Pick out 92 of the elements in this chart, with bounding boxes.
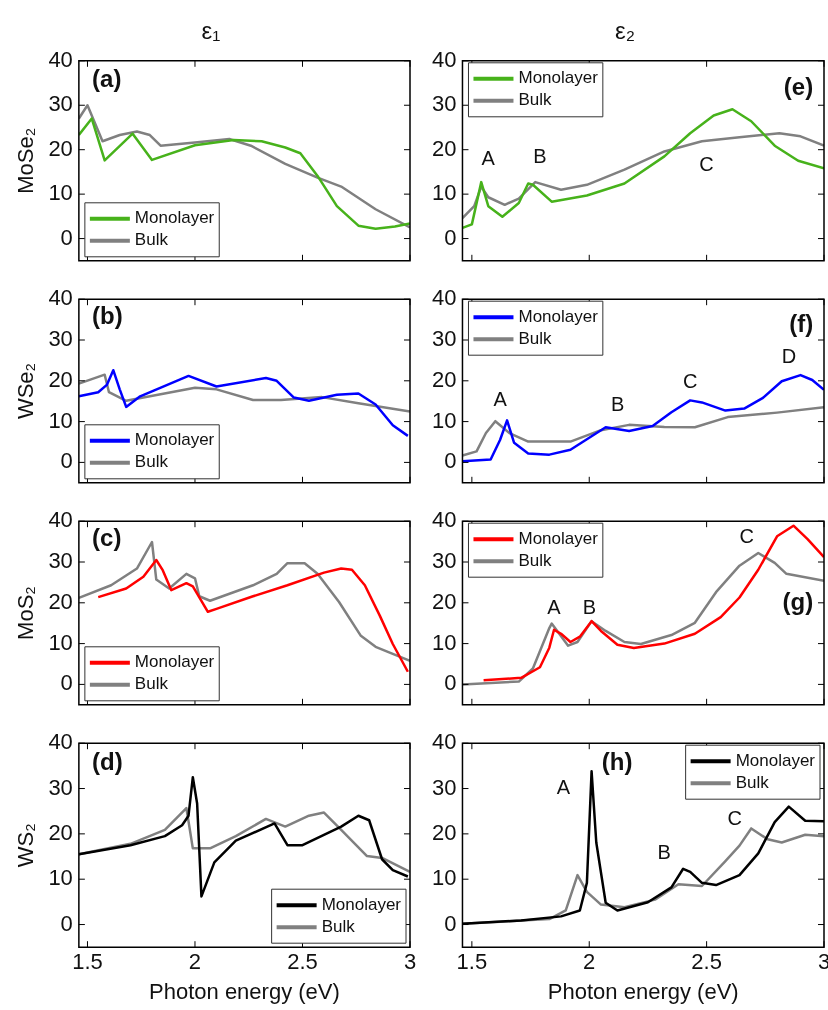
y-tick-label: 40 <box>48 729 73 755</box>
y-tick-label: 30 <box>431 774 457 800</box>
legend-label: Bulk <box>321 916 356 936</box>
legend-label: Monolayer <box>134 208 215 228</box>
y-tick-label: 40 <box>48 285 73 311</box>
x-axis-title: Photon energy (eV) <box>547 978 739 1004</box>
x-tick-label: 1.5 <box>456 949 488 975</box>
y-tick-label: 20 <box>431 135 457 161</box>
y-tick-label: 40 <box>48 46 73 72</box>
legend-label: Monolayer <box>518 68 599 88</box>
legend-label: Monolayer <box>518 528 599 548</box>
y-tick-label: 0 <box>444 670 457 696</box>
y-tick-label: 0 <box>60 910 73 936</box>
y-tick-label: 0 <box>60 670 73 696</box>
y-tick-label: 30 <box>431 91 457 117</box>
annotation: A <box>481 146 496 169</box>
x-tick-label: 1.5 <box>72 949 103 975</box>
x-tick-label: 2.5 <box>691 949 722 975</box>
y-tick-label: 40 <box>48 507 73 533</box>
x-tick-label: 2 <box>188 949 202 975</box>
y-tick-label: 40 <box>431 729 457 755</box>
y-axis-title: MoSe₂ <box>13 127 39 194</box>
legend-label: Bulk <box>518 550 553 570</box>
y-tick-label: 0 <box>60 448 73 474</box>
annotation: C <box>683 370 698 393</box>
annotation: B <box>582 596 597 619</box>
y-axis-title: MoS₂ <box>13 586 39 640</box>
annotation: (d) <box>92 748 123 776</box>
y-tick-label: 10 <box>431 407 457 433</box>
y-tick-label: 20 <box>48 819 73 845</box>
y-axis-title: WS₂ <box>13 823 39 868</box>
x-axis-title: Photon energy (eV) <box>149 978 340 1004</box>
annotation: (g) <box>782 588 814 616</box>
annotation: (f) <box>789 309 814 337</box>
legend-label: Monolayer <box>735 750 816 770</box>
annotation: (e) <box>783 73 814 101</box>
legend-label: Monolayer <box>518 306 599 326</box>
annotation: C <box>739 525 754 548</box>
y-tick-label: 20 <box>48 588 73 614</box>
y-tick-label: 40 <box>431 285 457 311</box>
y-tick-label: 0 <box>60 224 73 250</box>
y-tick-label: 20 <box>48 135 73 161</box>
y-tick-label: 30 <box>48 91 73 117</box>
legend-label: Monolayer <box>321 894 402 914</box>
annotation: B <box>533 145 547 168</box>
y-tick-label: 20 <box>48 366 73 392</box>
y-tick-label: 10 <box>431 629 457 655</box>
y-tick-label: 0 <box>444 224 457 250</box>
y-tick-label: 40 <box>431 46 457 72</box>
y-tick-label: 30 <box>431 326 457 352</box>
legend-label: Bulk <box>735 772 770 792</box>
chart-title: ε₂ <box>614 17 636 45</box>
chart-title: ε₁ <box>201 17 221 45</box>
y-tick-label: 10 <box>431 180 457 206</box>
annotation: B <box>610 392 625 415</box>
y-tick-label: 10 <box>48 180 73 206</box>
annotation: A <box>493 388 508 411</box>
y-tick-label: 30 <box>48 326 73 352</box>
annotation: (c) <box>92 524 122 552</box>
y-tick-label: 20 <box>431 819 457 845</box>
annotation: (b) <box>92 302 123 330</box>
x-tick-label: 3 <box>403 949 417 975</box>
annotation: A <box>547 596 562 619</box>
legend-label: Bulk <box>518 90 553 110</box>
legend-label: Bulk <box>134 230 169 250</box>
annotation: A <box>556 775 571 798</box>
legend-label: Monolayer <box>134 652 215 672</box>
annotation: C <box>727 806 742 829</box>
y-tick-label: 30 <box>48 774 73 800</box>
legend-label: Bulk <box>518 328 553 348</box>
x-tick-label: 2 <box>583 949 596 975</box>
y-tick-label: 20 <box>431 366 457 392</box>
annotation: (a) <box>92 65 122 93</box>
annotation: B <box>657 840 671 863</box>
y-axis-title: WSe₂ <box>13 362 39 420</box>
y-tick-label: 30 <box>48 548 73 574</box>
y-tick-label: 10 <box>48 629 73 655</box>
y-tick-label: 0 <box>444 448 457 474</box>
annotation: C <box>699 152 714 175</box>
legend-label: Bulk <box>134 674 169 694</box>
y-tick-label: 10 <box>431 865 457 891</box>
y-tick-label: 30 <box>431 548 457 574</box>
legend-label: Bulk <box>134 452 169 472</box>
y-tick-label: 10 <box>48 407 73 433</box>
annotation: (h) <box>601 748 633 776</box>
y-tick-label: 40 <box>431 507 457 533</box>
y-tick-label: 20 <box>431 588 457 614</box>
y-tick-label: 10 <box>48 865 73 891</box>
legend-label: Monolayer <box>134 430 215 450</box>
y-tick-label: 0 <box>444 910 457 936</box>
x-tick-label: 2.5 <box>287 949 318 975</box>
annotation: D <box>781 345 797 368</box>
